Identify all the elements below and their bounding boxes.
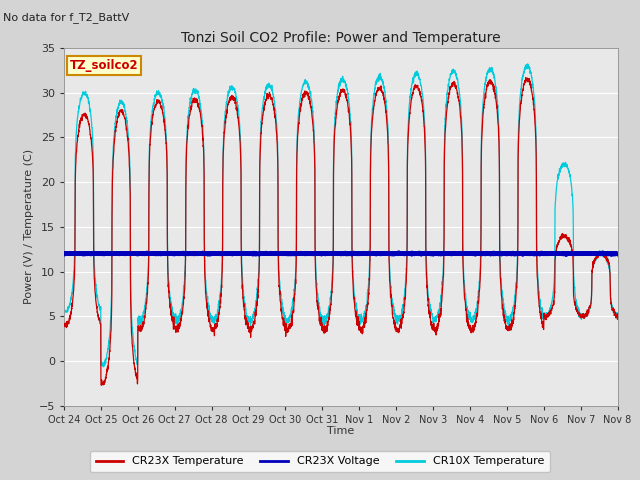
Text: TZ_soilco2: TZ_soilco2 <box>70 59 138 72</box>
Title: Tonzi Soil CO2 Profile: Power and Temperature: Tonzi Soil CO2 Profile: Power and Temper… <box>181 32 500 46</box>
Legend: CR23X Temperature, CR23X Voltage, CR10X Temperature: CR23X Temperature, CR23X Voltage, CR10X … <box>90 451 550 472</box>
Y-axis label: Power (V) / Temperature (C): Power (V) / Temperature (C) <box>24 149 35 304</box>
Text: No data for f_T2_BattV: No data for f_T2_BattV <box>3 12 129 23</box>
X-axis label: Time: Time <box>327 426 355 436</box>
